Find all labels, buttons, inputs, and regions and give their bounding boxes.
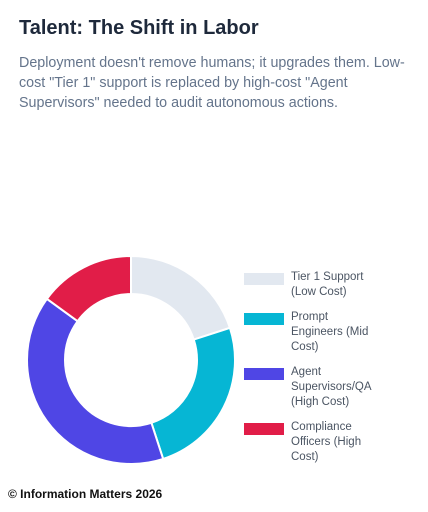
- chart-title: Talent: The Shift in Labor: [19, 17, 259, 39]
- copyright-footer: © Information Matters 2026: [8, 487, 163, 501]
- legend-swatch: [244, 368, 284, 380]
- legend-label: Prompt Engineers (Mid Cost): [291, 311, 369, 353]
- doughnut-slice[interactable]: [26, 297, 165, 465]
- legend-label: Tier 1 Support (Low Cost): [291, 271, 364, 298]
- doughnut-chart: [26, 254, 236, 465]
- chart-legend: Tier 1 Support (Low Cost) Prompt Enginee…: [244, 270, 424, 475]
- legend-swatch: [244, 313, 284, 325]
- doughnut-slice[interactable]: [130, 254, 232, 341]
- legend-item[interactable]: Compliance Officers (High Cost): [244, 420, 424, 465]
- legend-label: Compliance Officers (High Cost): [291, 421, 362, 463]
- legend-swatch: [244, 273, 284, 285]
- legend-swatch: [244, 423, 284, 435]
- legend-item[interactable]: Tier 1 Support (Low Cost): [244, 270, 424, 300]
- legend-label: Agent Supervisors/QA (High Cost): [291, 366, 371, 408]
- legend-item[interactable]: Prompt Engineers (Mid Cost): [244, 310, 424, 355]
- chart-subtitle: Deployment doesn't remove humans; it upg…: [19, 55, 405, 111]
- doughnut-slice[interactable]: [150, 326, 236, 461]
- legend-item[interactable]: Agent Supervisors/QA (High Cost): [244, 365, 424, 410]
- doughnut-slice[interactable]: [45, 254, 132, 323]
